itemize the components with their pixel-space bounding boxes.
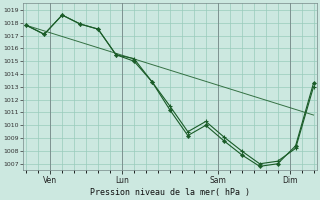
X-axis label: Pression niveau de la mer( hPa ): Pression niveau de la mer( hPa ) — [90, 188, 250, 197]
